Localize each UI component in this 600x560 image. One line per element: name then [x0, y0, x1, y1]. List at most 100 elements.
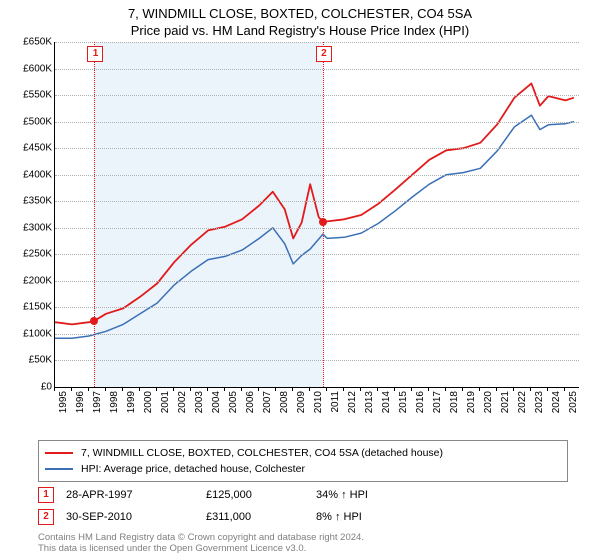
x-tick-mark [122, 387, 123, 391]
x-tick-label: 2003 [194, 391, 205, 413]
x-tick-label: 2014 [381, 391, 392, 413]
x-tick-mark [241, 387, 242, 391]
x-tick-label: 2005 [228, 391, 239, 413]
x-tick-label: 2017 [432, 391, 443, 413]
x-tick-mark [54, 387, 55, 391]
x-tick-mark [139, 387, 140, 391]
x-tick-label: 2021 [500, 391, 511, 413]
sale-row-2: 2 30-SEP-2010 £311,000 8% ↑ HPI [38, 506, 568, 528]
y-tick-label: £0 [41, 382, 52, 393]
y-tick-label: £450K [23, 143, 52, 154]
x-tick-mark [309, 387, 310, 391]
chart-area: £0£50K£100K£150K£200K£250K£300K£350K£400… [10, 42, 590, 432]
x-tick-mark [377, 387, 378, 391]
y-tick-label: £250K [23, 249, 52, 260]
sale-hpi-1: 34% ↑ HPI [316, 489, 416, 501]
x-tick-mark [156, 387, 157, 391]
x-tick-label: 2019 [466, 391, 477, 413]
y-tick-label: £550K [23, 90, 52, 101]
x-tick-label: 2018 [449, 391, 460, 413]
y-tick-label: £200K [23, 275, 52, 286]
gridline [55, 201, 579, 202]
gridline [55, 175, 579, 176]
sale-hpi-2: 8% ↑ HPI [316, 511, 416, 523]
gridline [55, 360, 579, 361]
x-tick-label: 1998 [109, 391, 120, 413]
footer-line-2: This data is licensed under the Open Gov… [38, 543, 364, 554]
x-tick-label: 2000 [143, 391, 154, 413]
x-tick-label: 2009 [296, 391, 307, 413]
plot-area: 12 [54, 42, 579, 388]
x-tick-mark [445, 387, 446, 391]
legend-label-property: 7, WINDMILL CLOSE, BOXTED, COLCHESTER, C… [81, 447, 443, 459]
gridline [55, 281, 579, 282]
legend-swatch-property [45, 452, 73, 454]
x-tick-mark [88, 387, 89, 391]
chart-container: 7, WINDMILL CLOSE, BOXTED, COLCHESTER, C… [0, 0, 600, 560]
y-tick-label: £300K [23, 222, 52, 233]
x-tick-label: 2007 [262, 391, 273, 413]
y-tick-label: £50K [29, 355, 52, 366]
x-tick-label: 2016 [415, 391, 426, 413]
sale-date-2: 30-SEP-2010 [66, 511, 206, 523]
y-tick-label: £350K [23, 196, 52, 207]
x-tick-label: 1996 [75, 391, 86, 413]
footer-attribution: Contains HM Land Registry data © Crown c… [38, 532, 364, 555]
y-tick-label: £650K [23, 37, 52, 48]
x-tick-label: 2023 [534, 391, 545, 413]
x-tick-label: 2022 [517, 391, 528, 413]
x-tick-label: 2015 [398, 391, 409, 413]
x-axis: 1995199619971998199920002001200220032004… [54, 387, 578, 432]
x-tick-label: 2024 [551, 391, 562, 413]
x-tick-label: 2002 [177, 391, 188, 413]
x-tick-label: 1995 [58, 391, 69, 413]
x-tick-mark [105, 387, 106, 391]
footer-line-1: Contains HM Land Registry data © Crown c… [38, 532, 364, 543]
x-tick-mark [564, 387, 565, 391]
x-tick-mark [190, 387, 191, 391]
sales-table: 1 28-APR-1997 £125,000 34% ↑ HPI 2 30-SE… [38, 484, 568, 528]
sale-marker-2: 2 [38, 509, 54, 525]
x-tick-mark [173, 387, 174, 391]
sale-marker-box: 2 [316, 46, 332, 62]
x-tick-label: 2011 [330, 391, 341, 413]
gridline [55, 95, 579, 96]
sale-marker-box: 1 [87, 46, 103, 62]
x-tick-label: 2013 [364, 391, 375, 413]
x-tick-mark [547, 387, 548, 391]
sale-dot [90, 317, 98, 325]
gridline [55, 254, 579, 255]
x-tick-label: 1997 [92, 391, 103, 413]
x-tick-label: 2020 [483, 391, 494, 413]
gridline [55, 334, 579, 335]
x-tick-mark [292, 387, 293, 391]
x-tick-mark [394, 387, 395, 391]
x-tick-label: 2010 [313, 391, 324, 413]
x-tick-mark [360, 387, 361, 391]
legend-swatch-hpi [45, 468, 73, 470]
y-axis: £0£50K£100K£150K£200K£250K£300K£350K£400… [10, 42, 54, 387]
x-tick-label: 2008 [279, 391, 290, 413]
title-block: 7, WINDMILL CLOSE, BOXTED, COLCHESTER, C… [0, 0, 600, 38]
sale-dot [319, 218, 327, 226]
x-tick-label: 1999 [126, 391, 137, 413]
series-line-property [55, 83, 574, 324]
gridline [55, 122, 579, 123]
legend-box: 7, WINDMILL CLOSE, BOXTED, COLCHESTER, C… [38, 440, 568, 482]
x-tick-mark [462, 387, 463, 391]
sale-vline [94, 42, 95, 387]
x-tick-mark [275, 387, 276, 391]
x-tick-mark [326, 387, 327, 391]
x-tick-mark [479, 387, 480, 391]
sale-row-1: 1 28-APR-1997 £125,000 34% ↑ HPI [38, 484, 568, 506]
gridline [55, 148, 579, 149]
x-tick-label: 2001 [160, 391, 171, 413]
legend-item-property: 7, WINDMILL CLOSE, BOXTED, COLCHESTER, C… [45, 445, 561, 461]
y-tick-label: £150K [23, 302, 52, 313]
y-tick-label: £600K [23, 63, 52, 74]
sale-price-2: £311,000 [206, 511, 316, 523]
sale-vline [323, 42, 324, 387]
plot-svg [55, 42, 579, 387]
x-tick-label: 2025 [568, 391, 579, 413]
y-tick-label: £500K [23, 116, 52, 127]
